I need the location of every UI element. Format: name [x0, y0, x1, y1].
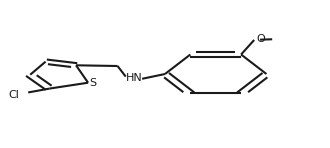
Text: Cl: Cl: [8, 90, 19, 100]
Text: HN: HN: [125, 73, 142, 83]
Text: S: S: [89, 78, 96, 89]
Text: O: O: [256, 34, 265, 44]
